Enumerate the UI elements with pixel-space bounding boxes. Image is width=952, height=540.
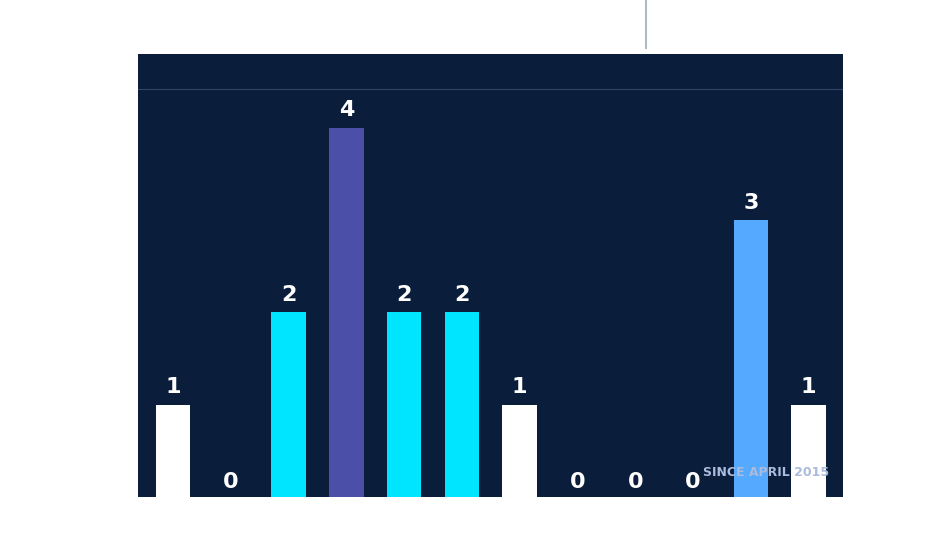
- Bar: [502, 404, 537, 497]
- Bar: [790, 404, 825, 497]
- Bar: [733, 220, 767, 497]
- Text: 0: 0: [223, 472, 238, 492]
- Text: 1: 1: [165, 377, 181, 397]
- Text: 4: 4: [338, 100, 353, 120]
- Text: 2: 2: [396, 285, 411, 305]
- Bar: [387, 312, 421, 497]
- Text: 1: 1: [800, 377, 816, 397]
- Bar: [271, 312, 306, 497]
- Text: 0: 0: [684, 472, 700, 492]
- Text: 2: 2: [281, 285, 296, 305]
- Text: 2: 2: [454, 285, 469, 305]
- Bar: [444, 312, 479, 497]
- Bar: [155, 404, 190, 497]
- Text: BOSTON: BOSTON: [673, 15, 765, 34]
- Text: SINCE APRIL 2015: SINCE APRIL 2015: [703, 466, 828, 479]
- Text: 3: 3: [743, 193, 758, 213]
- Bar: [328, 128, 364, 497]
- Text: 0: 0: [626, 472, 643, 492]
- Text: NUMBER OF BELOW AVERAGE MONTHS: NUMBER OF BELOW AVERAGE MONTHS: [159, 15, 585, 34]
- Text: 0: 0: [569, 472, 585, 492]
- Text: 1: 1: [511, 377, 526, 397]
